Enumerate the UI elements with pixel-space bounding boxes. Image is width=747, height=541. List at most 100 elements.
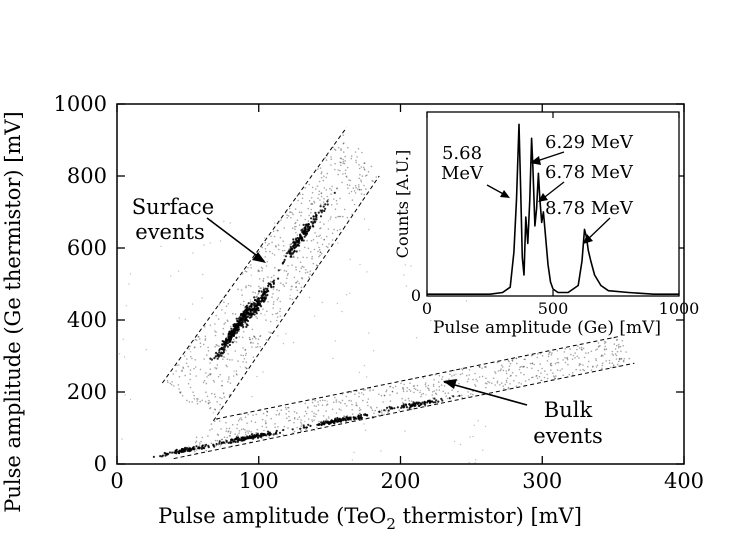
bulk-band-point <box>259 409 261 412</box>
surface-band-point <box>291 298 294 301</box>
surface-band-point <box>249 338 251 341</box>
main-y-tick-label: 200 <box>67 380 107 404</box>
bulk-band-point <box>616 350 619 353</box>
bulk-band-point <box>325 404 328 406</box>
bulk-band-point <box>610 337 613 339</box>
bulk-cluster-point <box>396 406 399 409</box>
surface-band-point <box>303 266 305 268</box>
bulk-cluster-point <box>256 436 259 439</box>
surface-band-point <box>270 281 273 283</box>
noise-point <box>273 222 276 224</box>
bulk-band-point <box>441 378 443 381</box>
bulk-band-point <box>371 409 374 412</box>
bulk-band-point <box>568 373 571 376</box>
noise-point <box>249 299 252 301</box>
bulk-band-point <box>359 409 362 411</box>
bulk-band-point <box>453 374 456 376</box>
surface-band-point <box>229 382 232 384</box>
surface-band-point <box>176 364 178 367</box>
surface-cluster-point <box>232 325 235 328</box>
bulk-band-point <box>228 435 231 437</box>
surface-band-point <box>267 301 269 303</box>
surface-band-point <box>270 276 273 279</box>
surface-band-point <box>222 392 225 394</box>
surface-cluster-point <box>215 351 218 354</box>
surface-band-point <box>329 218 332 220</box>
bulk-band-point <box>250 431 252 433</box>
surface-band-point <box>318 235 320 238</box>
surface-band-point <box>213 381 216 383</box>
bulk-cluster-point <box>359 415 362 418</box>
noise-point <box>170 275 172 277</box>
surface-band-point <box>308 214 311 217</box>
main-y-tick-label: 600 <box>67 236 107 260</box>
bulk-band-point <box>605 348 608 351</box>
bulk-band-point <box>261 425 264 428</box>
bulk-band-point <box>603 353 606 355</box>
bulk-band-point <box>526 366 528 369</box>
surface-band-point <box>287 272 289 275</box>
bulk-band-point <box>237 434 239 436</box>
bulk-band-point <box>508 365 511 367</box>
surface-cluster-point <box>244 321 247 324</box>
surface-band-point <box>184 374 186 377</box>
surface-band-point <box>298 270 301 273</box>
surface-band-point <box>255 316 257 318</box>
surface-band-point <box>337 215 339 218</box>
bulk-band-point <box>406 390 408 393</box>
noise-point <box>189 213 191 216</box>
bulk-band-point <box>453 369 455 372</box>
surface-band-point <box>186 399 188 402</box>
bulk-band-point <box>410 408 413 411</box>
bulk-band-point <box>217 434 220 437</box>
bulk-band-point <box>492 377 495 380</box>
bulk-band-point <box>596 364 599 367</box>
surface-band-point <box>219 396 221 399</box>
surface-band-point <box>225 349 227 352</box>
surface-cluster-point <box>246 311 250 314</box>
surface-band-point <box>293 226 296 228</box>
surface-band-point <box>320 192 323 195</box>
surface-cluster-point <box>293 241 296 245</box>
bulk-band-point <box>402 386 404 389</box>
surface-band-point <box>363 184 365 187</box>
surface-band-point <box>182 366 184 369</box>
surface-band-point <box>349 179 352 182</box>
bulk-band-point <box>600 354 603 357</box>
surface-band-point <box>239 303 242 306</box>
bulk-band-point <box>409 382 411 385</box>
surface-band-point <box>272 288 275 290</box>
bulk-band-point <box>475 378 477 381</box>
bulk-band-point <box>608 359 611 362</box>
bulk-band-point <box>359 412 361 415</box>
surface-cluster-point <box>237 322 241 325</box>
bulk-band-point <box>623 358 626 360</box>
bulk-band-point <box>461 396 464 399</box>
bulk-band-point <box>343 415 345 417</box>
noise-point <box>262 371 264 373</box>
bulk-band-point <box>618 365 620 367</box>
surface-cluster-point <box>264 294 268 297</box>
bulk-band-point <box>317 401 319 403</box>
surface-band-point <box>294 228 296 230</box>
bulk-band-point <box>288 410 290 413</box>
surface-cluster-point <box>262 300 265 303</box>
surface-band-point <box>287 215 290 217</box>
bulk-band-point <box>442 390 445 393</box>
bulk-band-point <box>580 346 583 349</box>
bulk-band-point <box>195 440 198 443</box>
bulk-cluster-point <box>353 416 357 419</box>
surface-cluster-point <box>261 298 264 302</box>
surface-band-point <box>219 409 221 411</box>
surface-cluster-point <box>304 234 307 237</box>
surface-cluster-point <box>245 314 248 317</box>
surface-band-point <box>203 324 206 326</box>
bulk-band-point <box>437 381 440 383</box>
bulk-cluster-point <box>388 405 391 408</box>
surface-band-point <box>223 301 225 304</box>
surface-band-point <box>231 359 233 361</box>
main-x-tick-label: 200 <box>380 469 420 493</box>
surface-band-point <box>347 187 349 189</box>
bulk-band-point <box>591 366 594 368</box>
bulk-band-point <box>211 428 213 430</box>
